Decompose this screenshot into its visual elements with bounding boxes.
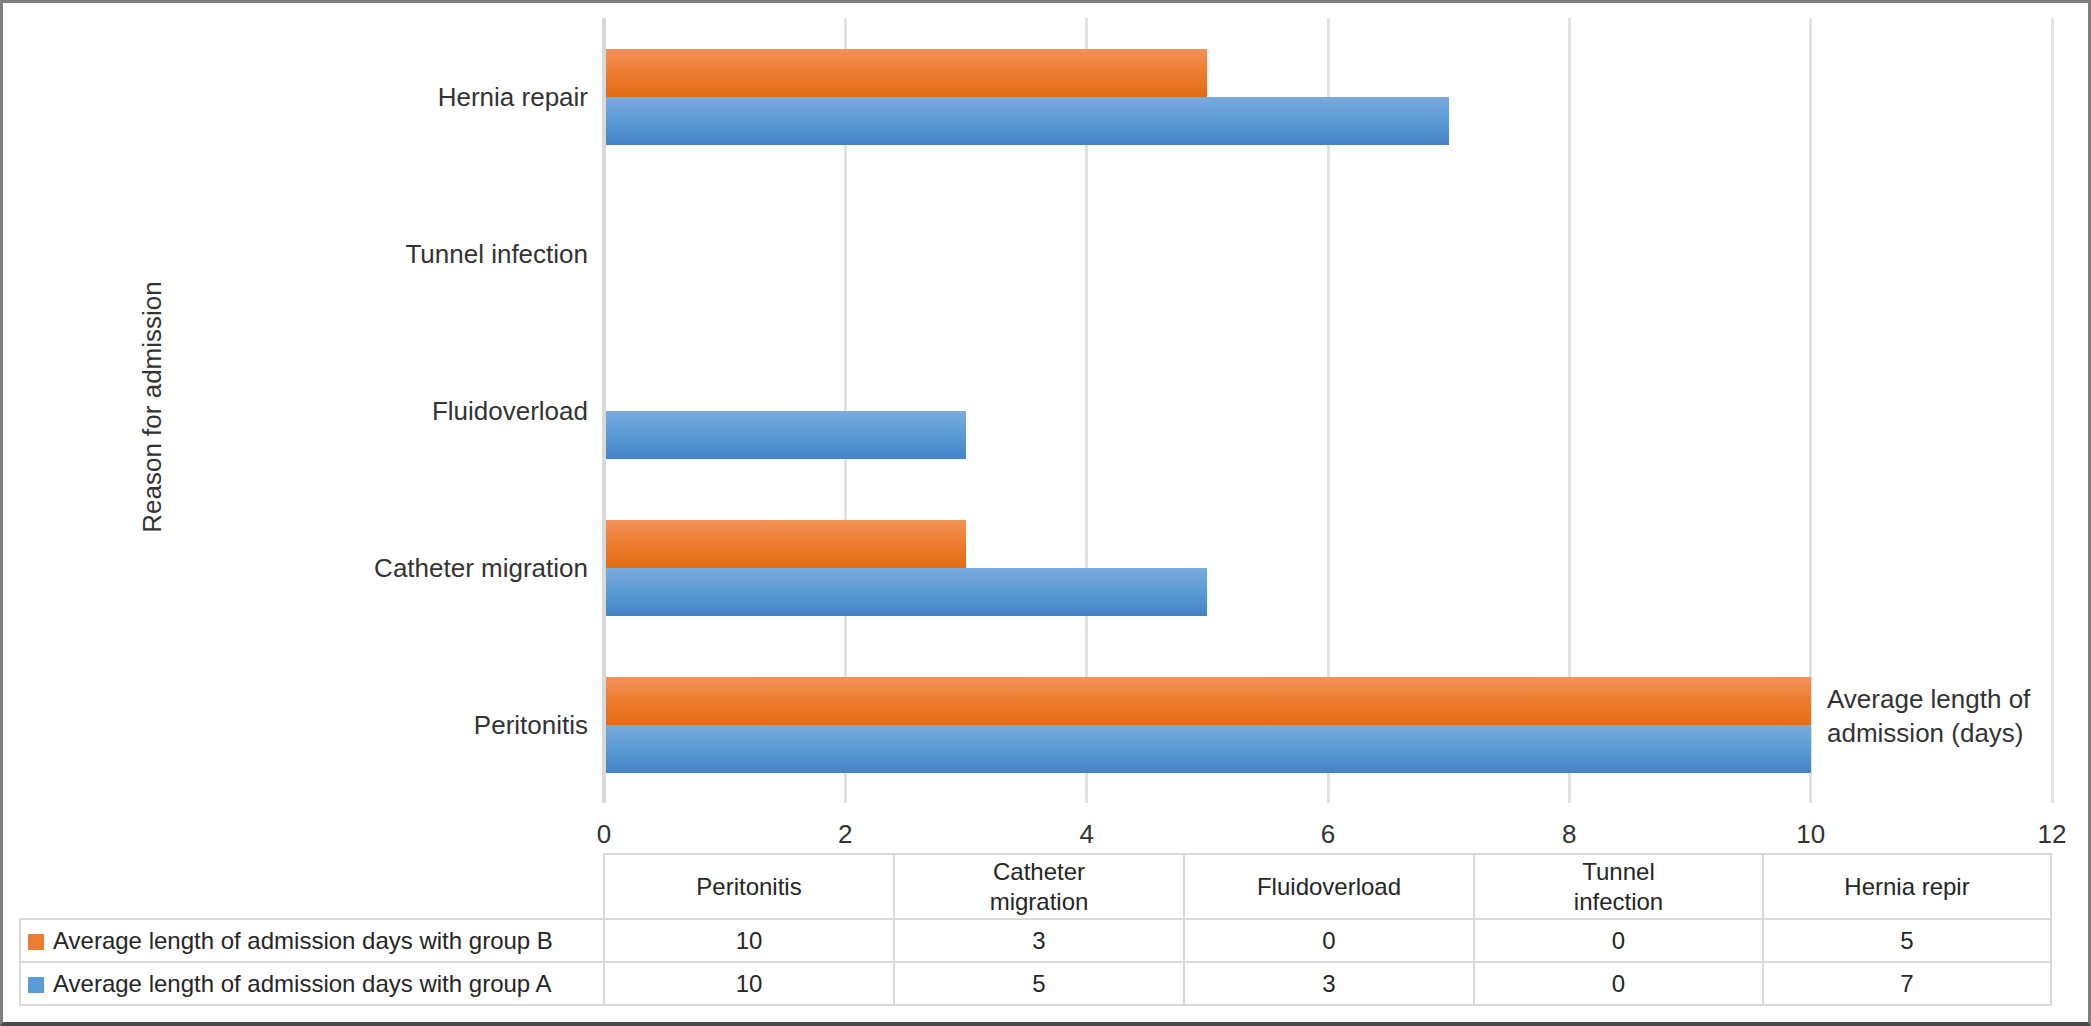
bar-group-a-fluidoverload [606, 411, 966, 459]
table-header-peritonitis: Peritonitis [604, 854, 894, 919]
category-label-fluidoverload: Fluidoverload [225, 393, 588, 429]
table-value-group-a-col4: 0 [1474, 962, 1763, 1005]
table-header-hernia-repir: Hernia repir [1763, 854, 2051, 919]
bar-group-a-peritonitis [606, 725, 1811, 773]
table-corner-cell [20, 854, 604, 919]
data-table: PeritonitisCathetermigrationFluidoverloa… [19, 853, 2052, 1006]
x-tick-label-6: 6 [1283, 819, 1373, 850]
category-label-tunnel-infection: Tunnel infection [225, 236, 588, 272]
legend-swatch-group-b [28, 934, 44, 950]
bar-group-a-catheter-migration [606, 568, 1207, 616]
table-row-group-a: Average length of admission days with gr… [20, 962, 2051, 1005]
series-label-group-a: Average length of admission days with gr… [20, 962, 604, 1005]
y-axis-title: Reason for admission [137, 281, 168, 532]
table-value-group-b-col5: 5 [1763, 919, 2051, 962]
bar-group-b-peritonitis [606, 677, 1811, 725]
x-tick-label-8: 8 [1524, 819, 1614, 850]
category-label-peritonitis: Peritonitis [225, 707, 588, 743]
category-label-catheter-migration: Catheter migration [225, 550, 588, 586]
x-tick-label-10: 10 [1766, 819, 1856, 850]
table-value-group-b-col3: 0 [1184, 919, 1474, 962]
bar-group-b-hernia-repair [606, 49, 1207, 97]
table-header-tunnel-infection: Tunnelinfection [1474, 854, 1763, 919]
x-tick-label-2: 2 [800, 819, 890, 850]
table-row-group-b: Average length of admission days with gr… [20, 919, 2051, 962]
x-tick-label-0: 0 [559, 819, 649, 850]
chart-figure: Reason for admission 0 2 4 6 8 10 12 Hernia rep… [0, 0, 2091, 1026]
category-label-hernia-repair: Hernia repair [225, 79, 588, 115]
table-value-group-a-col5: 7 [1763, 962, 2051, 1005]
x-axis-annotation: Average length of admission (days) [1827, 682, 2065, 750]
legend-swatch-group-a [28, 977, 44, 993]
table-value-group-b-col4: 0 [1474, 919, 1763, 962]
series-label-group-b: Average length of admission days with gr… [20, 919, 604, 962]
bar-group-b-catheter-migration [606, 520, 966, 568]
table-value-group-a-col1: 10 [604, 962, 894, 1005]
table-value-group-a-col2: 5 [894, 962, 1184, 1005]
x-tick-label-12: 12 [2007, 819, 2091, 850]
bar-group-a-hernia-repair [606, 97, 1449, 145]
table-header-catheter-migration: Cathetermigration [894, 854, 1184, 919]
table-value-group-b-col2: 3 [894, 919, 1184, 962]
table-header-fluidoverload: Fluidoverload [1184, 854, 1474, 919]
table-value-group-a-col3: 3 [1184, 962, 1474, 1005]
table-value-group-b-col1: 10 [604, 919, 894, 962]
x-tick-label-4: 4 [1042, 819, 1132, 850]
